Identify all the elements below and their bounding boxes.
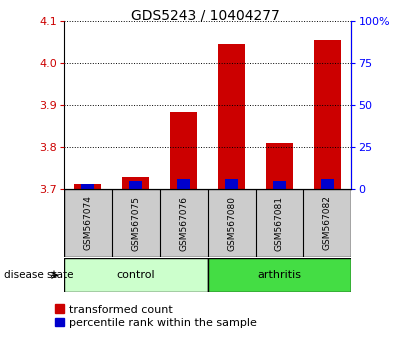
FancyBboxPatch shape [208, 258, 351, 292]
Text: GDS5243 / 10404277: GDS5243 / 10404277 [131, 9, 280, 23]
Bar [81, 184, 95, 189]
FancyBboxPatch shape [64, 258, 208, 292]
Text: disease state: disease state [4, 270, 74, 280]
Text: GSM567076: GSM567076 [179, 195, 188, 251]
Bar [321, 179, 334, 189]
Text: GSM567081: GSM567081 [275, 195, 284, 251]
Bar [74, 184, 101, 189]
Bar [218, 44, 245, 189]
Bar [129, 181, 142, 189]
FancyBboxPatch shape [64, 189, 351, 257]
Bar [225, 179, 238, 189]
Text: GSM567074: GSM567074 [83, 195, 92, 251]
Bar [273, 181, 286, 189]
Text: GSM567075: GSM567075 [131, 195, 140, 251]
Bar [171, 112, 197, 189]
Text: arthritis: arthritis [257, 270, 302, 280]
Bar [314, 40, 341, 189]
Bar [177, 179, 190, 189]
Legend: transformed count, percentile rank within the sample: transformed count, percentile rank withi… [55, 304, 257, 328]
Bar [122, 177, 149, 189]
Text: control: control [116, 270, 155, 280]
Bar [266, 143, 293, 189]
Text: GSM567080: GSM567080 [227, 195, 236, 251]
Text: GSM567082: GSM567082 [323, 195, 332, 251]
